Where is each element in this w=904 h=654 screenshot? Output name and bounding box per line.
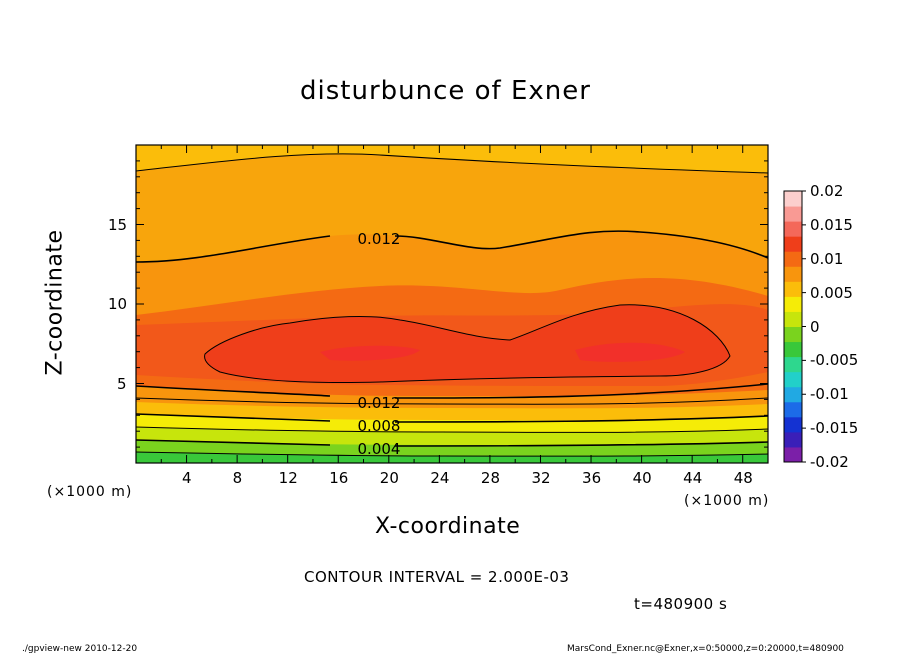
band-green	[136, 452, 768, 463]
chart-title: disturbunce of Exner	[300, 76, 591, 106]
y-tick-marks	[136, 160, 768, 448]
contour-line	[136, 383, 768, 399]
colorbar-tick-label: -0.005	[810, 351, 859, 370]
contour-line	[136, 413, 768, 423]
colorbar-tick-label: 0.02	[810, 182, 844, 200]
x-tick-label: 32	[531, 469, 551, 487]
footer-right: MarsCond_Exner.nc@Exner,x=0:50000,z=0:20…	[567, 644, 844, 654]
x-tick-label: 8	[232, 469, 243, 487]
y-tick-label: 15	[108, 215, 128, 234]
colorbar-swatch	[784, 311, 802, 327]
colorbar-swatch	[784, 266, 802, 282]
colorbar-swatch	[784, 221, 802, 237]
colorbar-tick-label: 0	[810, 317, 820, 336]
colorbar-swatch	[784, 431, 802, 448]
x-tick-label: 48	[733, 469, 753, 487]
colorbar-swatch	[784, 191, 802, 207]
x-tick-label: 44	[683, 469, 703, 487]
contour-line	[136, 451, 768, 457]
x-axis-title: X-coordinate	[375, 514, 521, 539]
band-red-center-right	[575, 342, 685, 362]
colorbar-tick-label: -0.02	[810, 453, 849, 471]
colorbar-swatch	[784, 236, 802, 252]
contour-line	[204, 304, 731, 384]
x-tick-label: 40	[632, 469, 652, 487]
x-tick-label: 20	[379, 469, 399, 487]
x-axis-unit-left: (×1000 m)	[47, 484, 133, 500]
colorbar-tick-label: 0.015	[810, 215, 853, 234]
colorbar-swatch	[784, 401, 802, 418]
band-red-core	[204, 304, 731, 383]
contour-fill	[136, 145, 768, 463]
colorbar-swatch	[784, 386, 802, 403]
colorbar-swatch	[784, 416, 802, 433]
colorbar-tick-label: -0.015	[810, 419, 859, 438]
x-tick-label: 16	[329, 469, 349, 487]
band-red-center-left	[320, 345, 420, 361]
y-axis-title: Z-coordinate	[42, 229, 68, 376]
colorbar-tick-label: -0.01	[810, 385, 849, 404]
x-axis-unit-right: (×1000 m)	[684, 493, 770, 509]
colorbar-swatch	[784, 296, 802, 312]
colorbar-tick-label: 0.005	[810, 283, 853, 302]
colorbar-swatch	[784, 356, 802, 373]
time-label: t=480900 s	[634, 595, 728, 613]
x-tick-label: 4	[182, 469, 192, 487]
contour-line	[136, 439, 768, 447]
footer-left: ./gpview-new 2010-12-20	[22, 644, 138, 654]
colorbar-swatch	[784, 251, 802, 267]
x-tick-label: 12	[278, 469, 298, 487]
x-tick-label: 36	[582, 469, 602, 487]
contour-label: 0.004	[357, 439, 401, 458]
x-tick-label: 28	[480, 469, 500, 487]
y-tick-label: 10	[108, 295, 128, 313]
contour-label: 0.008	[357, 417, 401, 436]
contour-line	[136, 397, 768, 405]
colorbar-swatch	[784, 341, 802, 358]
contour-line	[136, 230, 768, 263]
x-tick-label: 24	[430, 469, 450, 487]
colorbar-tick-label: 0.01	[810, 249, 844, 268]
contour-interval-text: CONTOUR INTERVAL = 2.000E-03	[304, 568, 570, 586]
contour-lines	[136, 153, 768, 457]
colorbar-swatch	[784, 206, 802, 222]
contour-line	[136, 426, 768, 433]
colorbar-swatch	[784, 281, 802, 297]
y-tick-label: 5	[117, 374, 127, 393]
colorbar-swatch	[784, 326, 802, 343]
contour-label: 0.012	[357, 393, 401, 412]
x-tick-marks	[160, 145, 744, 463]
colorbar-swatch	[784, 446, 802, 463]
colorbar-swatch	[784, 371, 802, 388]
contour-line	[136, 153, 768, 174]
colorbar	[783, 190, 806, 463]
contour-label: 0.012	[357, 229, 401, 248]
